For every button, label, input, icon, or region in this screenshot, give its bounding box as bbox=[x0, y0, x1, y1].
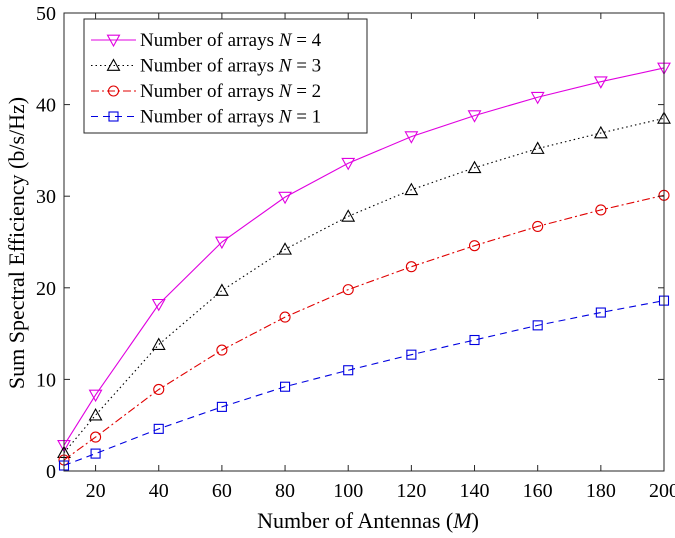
y-tick-label: 0 bbox=[46, 461, 56, 483]
series-line bbox=[63, 67, 665, 446]
legend-box bbox=[83, 18, 368, 134]
data-point bbox=[532, 320, 543, 331]
series-line bbox=[63, 117, 665, 454]
data-point bbox=[404, 182, 419, 196]
legend-marker bbox=[107, 85, 120, 97]
data-point bbox=[151, 298, 166, 312]
x-tick-label: 140 bbox=[460, 480, 490, 502]
data-point bbox=[279, 311, 291, 323]
x-tick-label: 40 bbox=[149, 480, 169, 502]
data-point bbox=[88, 407, 103, 421]
data-point bbox=[153, 423, 164, 434]
series-line bbox=[63, 194, 665, 461]
axes: 20 40 60 80 100 120 140 160 180 200 0 10 20 30 40 50 bbox=[36, 3, 675, 502]
y-tick-label: 50 bbox=[36, 3, 56, 25]
data-point bbox=[342, 284, 354, 296]
data-point bbox=[341, 209, 356, 222]
x-axis-label: Number of Antennas (M) bbox=[257, 508, 479, 533]
data-point bbox=[214, 283, 229, 296]
x-tick-label: 120 bbox=[396, 480, 426, 502]
x-tick-label: 180 bbox=[586, 480, 616, 502]
series-3 bbox=[58, 189, 670, 466]
data-point bbox=[595, 204, 607, 216]
legend-marker bbox=[108, 111, 119, 122]
legend-marker bbox=[106, 34, 121, 48]
data-point bbox=[467, 160, 482, 174]
y-tick-label: 40 bbox=[36, 95, 56, 117]
series-1 bbox=[57, 62, 671, 453]
legend-entry: Number of arrays N = 4 bbox=[91, 30, 322, 51]
data-point bbox=[216, 401, 227, 412]
data-point bbox=[90, 431, 102, 443]
x-tick-label: 60 bbox=[212, 480, 232, 502]
y-tick-label: 30 bbox=[36, 186, 56, 208]
data-point bbox=[404, 131, 419, 144]
data-point bbox=[151, 337, 166, 350]
data-point bbox=[343, 365, 354, 376]
data-point bbox=[90, 448, 101, 459]
legend-marker bbox=[106, 58, 121, 71]
series-line bbox=[63, 300, 665, 467]
data-point bbox=[530, 91, 545, 105]
x-tick-label: 20 bbox=[86, 480, 106, 502]
data-point bbox=[216, 344, 228, 356]
data-point bbox=[468, 240, 481, 252]
data-point bbox=[278, 191, 292, 205]
data-point bbox=[88, 389, 103, 403]
x-tick-label: 160 bbox=[523, 480, 553, 502]
legend-entry: Number of arrays N = 3 bbox=[91, 56, 321, 77]
series-4 bbox=[58, 295, 670, 471]
legend-label: Number of arrays N = 3 bbox=[140, 56, 321, 77]
data-point bbox=[153, 383, 165, 396]
axes-frame bbox=[63, 12, 665, 472]
legend-label: Number of arrays N = 2 bbox=[140, 81, 321, 102]
data-point bbox=[341, 157, 356, 171]
x-tick-label: 200 bbox=[649, 480, 675, 502]
series-2 bbox=[57, 111, 671, 459]
data-point bbox=[406, 349, 417, 360]
legend-label: Number of arrays N = 1 bbox=[140, 107, 321, 128]
data-point bbox=[532, 220, 544, 232]
data-point bbox=[593, 125, 608, 139]
data-point bbox=[595, 307, 606, 318]
data-point bbox=[469, 334, 480, 346]
data-point bbox=[278, 242, 292, 255]
data-point bbox=[530, 141, 545, 154]
x-tick-label: 100 bbox=[333, 480, 363, 502]
data-point bbox=[593, 76, 608, 89]
x-tick-label: 80 bbox=[275, 480, 295, 502]
y-tick-label: 20 bbox=[36, 278, 56, 300]
legend-entry: Number of arrays N = 2 bbox=[91, 81, 321, 102]
data-point bbox=[280, 381, 291, 392]
data-point bbox=[405, 261, 417, 273]
y-axis-label: Sum Spectral Efficiency (b/s/Hz) bbox=[4, 97, 29, 389]
data-point bbox=[214, 236, 229, 250]
legend-label: Number of arrays N = 4 bbox=[140, 30, 322, 51]
y-tick-label: 10 bbox=[36, 369, 56, 391]
legend-entry: Number of arrays N = 1 bbox=[91, 107, 321, 128]
data-point bbox=[467, 110, 482, 123]
legend: Number of arrays N = 4 Number of arrays N… bbox=[83, 18, 368, 134]
